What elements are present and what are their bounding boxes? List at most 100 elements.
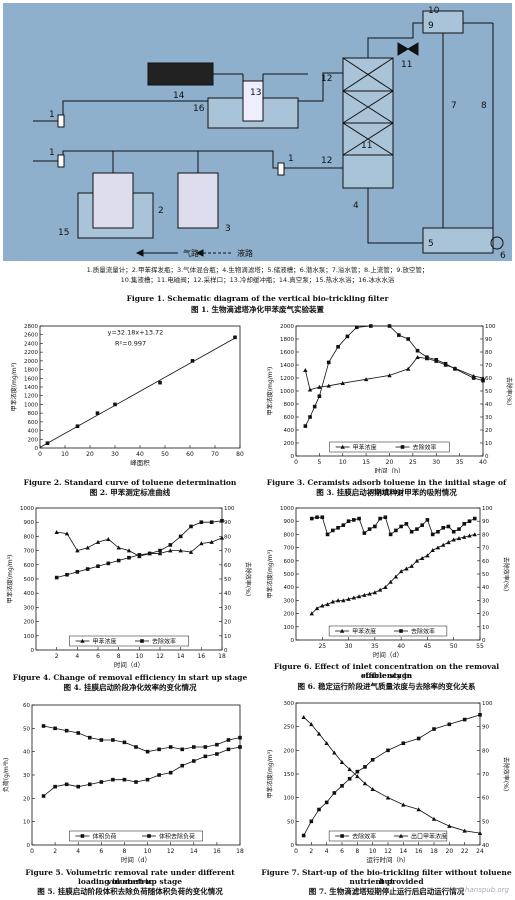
- legend-marker: [400, 445, 405, 449]
- data-point: [134, 780, 138, 784]
- fig2-caption-zh: 图 2. 甲苯测定标准曲线: [89, 488, 171, 497]
- fig4-caption-en: Figure 4. Change of removal efficiency i…: [12, 673, 248, 682]
- y2-axis-label: 去除效率(%): [502, 557, 510, 591]
- data-point: [95, 539, 101, 544]
- data-point: [308, 415, 312, 419]
- fig7-caption-zh: 图 7. 生物滴滤塔短期停止运行后启动运行情况: [308, 887, 465, 896]
- fig6-caption-en-1: Figure 6. Effect of inlet concentration …: [273, 662, 500, 680]
- y-tick-label: 0: [291, 843, 295, 849]
- schematic-drawing: 1 1 1 2 3 4 5 6 7 8 9 10 11 12 12 13 14 …: [33, 6, 506, 261]
- data-point: [404, 566, 409, 571]
- y-tick-label: 700: [284, 546, 295, 552]
- data-point: [53, 726, 57, 731]
- data-point: [316, 731, 322, 736]
- x-tick-label: 24: [476, 848, 484, 855]
- x-axis-label: 时间（d）: [121, 855, 151, 864]
- legend-marker: [80, 638, 85, 643]
- schem-num: 1: [49, 148, 55, 158]
- x-tick-label: 10: [144, 848, 152, 855]
- data-point: [345, 334, 350, 339]
- fig2-chart: 0 10 20 30 40 50 60 70 8002004006008001000120014…: [10, 324, 244, 467]
- data-point: [87, 782, 92, 787]
- data-point: [64, 782, 69, 787]
- x-tick-label: 16: [415, 848, 423, 855]
- data-point: [99, 780, 104, 784]
- plot-frame: [295, 325, 484, 457]
- x-tick-label: 40: [397, 643, 405, 650]
- data-point: [363, 377, 369, 382]
- schem-num: 4: [353, 201, 359, 211]
- data-point: [462, 717, 467, 722]
- x-tick-label: 6: [99, 848, 103, 855]
- data-point: [367, 527, 372, 531]
- x-tick-label: 8: [355, 848, 359, 855]
- x-tick-label: 2: [309, 848, 313, 855]
- x-tick-label: 30: [432, 459, 440, 466]
- y2-tick-label: 90: [482, 519, 489, 525]
- data-point: [238, 735, 242, 740]
- data-point: [75, 424, 80, 429]
- x-tick-label: 55: [476, 643, 484, 650]
- data-point: [191, 759, 196, 763]
- data-point: [75, 548, 80, 553]
- y-axis-label: 甲苯浓度(mg/m³): [266, 750, 274, 799]
- data-point: [393, 574, 399, 579]
- data-point: [398, 569, 404, 574]
- legend-label: 去除效率: [352, 833, 376, 841]
- data-point: [226, 738, 231, 742]
- data-point: [301, 833, 306, 838]
- data-point: [434, 358, 439, 362]
- data-point: [447, 722, 452, 727]
- data-point: [386, 748, 390, 753]
- y2-tick-label: 40: [482, 843, 489, 849]
- fig1-caption-en: Figure 1. Schematic diagram of the verti…: [126, 294, 389, 303]
- y2-tick-label: 0: [224, 648, 228, 654]
- x-tick-label: 6: [96, 653, 100, 660]
- arrow-gas-label: 气路: [183, 248, 199, 258]
- data-point: [203, 754, 208, 759]
- y2-tick-label: 80: [485, 350, 492, 356]
- y-tick-label: 2600: [24, 333, 38, 339]
- y2-tick-label: 30: [482, 598, 489, 604]
- schem-num: 11: [361, 141, 372, 151]
- x-tick-label: 12: [156, 653, 164, 660]
- data-point: [409, 563, 414, 568]
- y-tick-label: 0: [291, 638, 295, 644]
- fig5-caption-en-2: loading in start-up stage: [78, 877, 182, 886]
- data-point: [357, 516, 361, 521]
- data-point: [373, 524, 377, 529]
- data-point: [336, 345, 340, 349]
- y-tick-label: 800: [284, 402, 295, 408]
- data-point: [406, 366, 411, 371]
- data-point: [168, 770, 173, 775]
- x-tick-label: 14: [177, 653, 185, 660]
- schem-num: 14: [173, 91, 185, 101]
- x-tick-label: 0: [30, 848, 34, 855]
- legend-box: [329, 441, 450, 453]
- x-axis-label: 时间（d）: [114, 660, 144, 669]
- data-point: [158, 380, 162, 385]
- data-point: [168, 543, 173, 547]
- y2-tick-label: 90: [485, 337, 492, 343]
- data-point: [385, 795, 391, 800]
- data-point: [362, 592, 367, 597]
- schem-num: 15: [58, 228, 69, 238]
- arrow-liquid-label: 液路: [237, 248, 253, 258]
- data-point: [215, 742, 219, 747]
- y2-tick-label: 50: [482, 572, 489, 578]
- data-point: [309, 516, 314, 521]
- x-tick-label: 40: [479, 459, 487, 466]
- y-tick-label: 1400: [24, 385, 38, 391]
- data-point: [116, 558, 121, 563]
- data-point: [355, 774, 360, 779]
- data-point: [317, 807, 321, 812]
- x-tick-label: 4: [76, 848, 80, 855]
- data-point: [356, 594, 362, 599]
- y-tick-label: 600: [24, 563, 35, 569]
- fig6-caption-en-2: stable stage: [361, 671, 412, 680]
- data-point: [340, 381, 345, 385]
- y2-tick-label: 40: [482, 585, 489, 591]
- fig6-chart: 25 30 35 40 45 50 5501002003004005006007008009…: [266, 506, 510, 659]
- data-point: [388, 532, 393, 537]
- fig1-caption-zh: 图 1. 生物滴滤塔净化甲苯废气实验装置: [190, 305, 325, 314]
